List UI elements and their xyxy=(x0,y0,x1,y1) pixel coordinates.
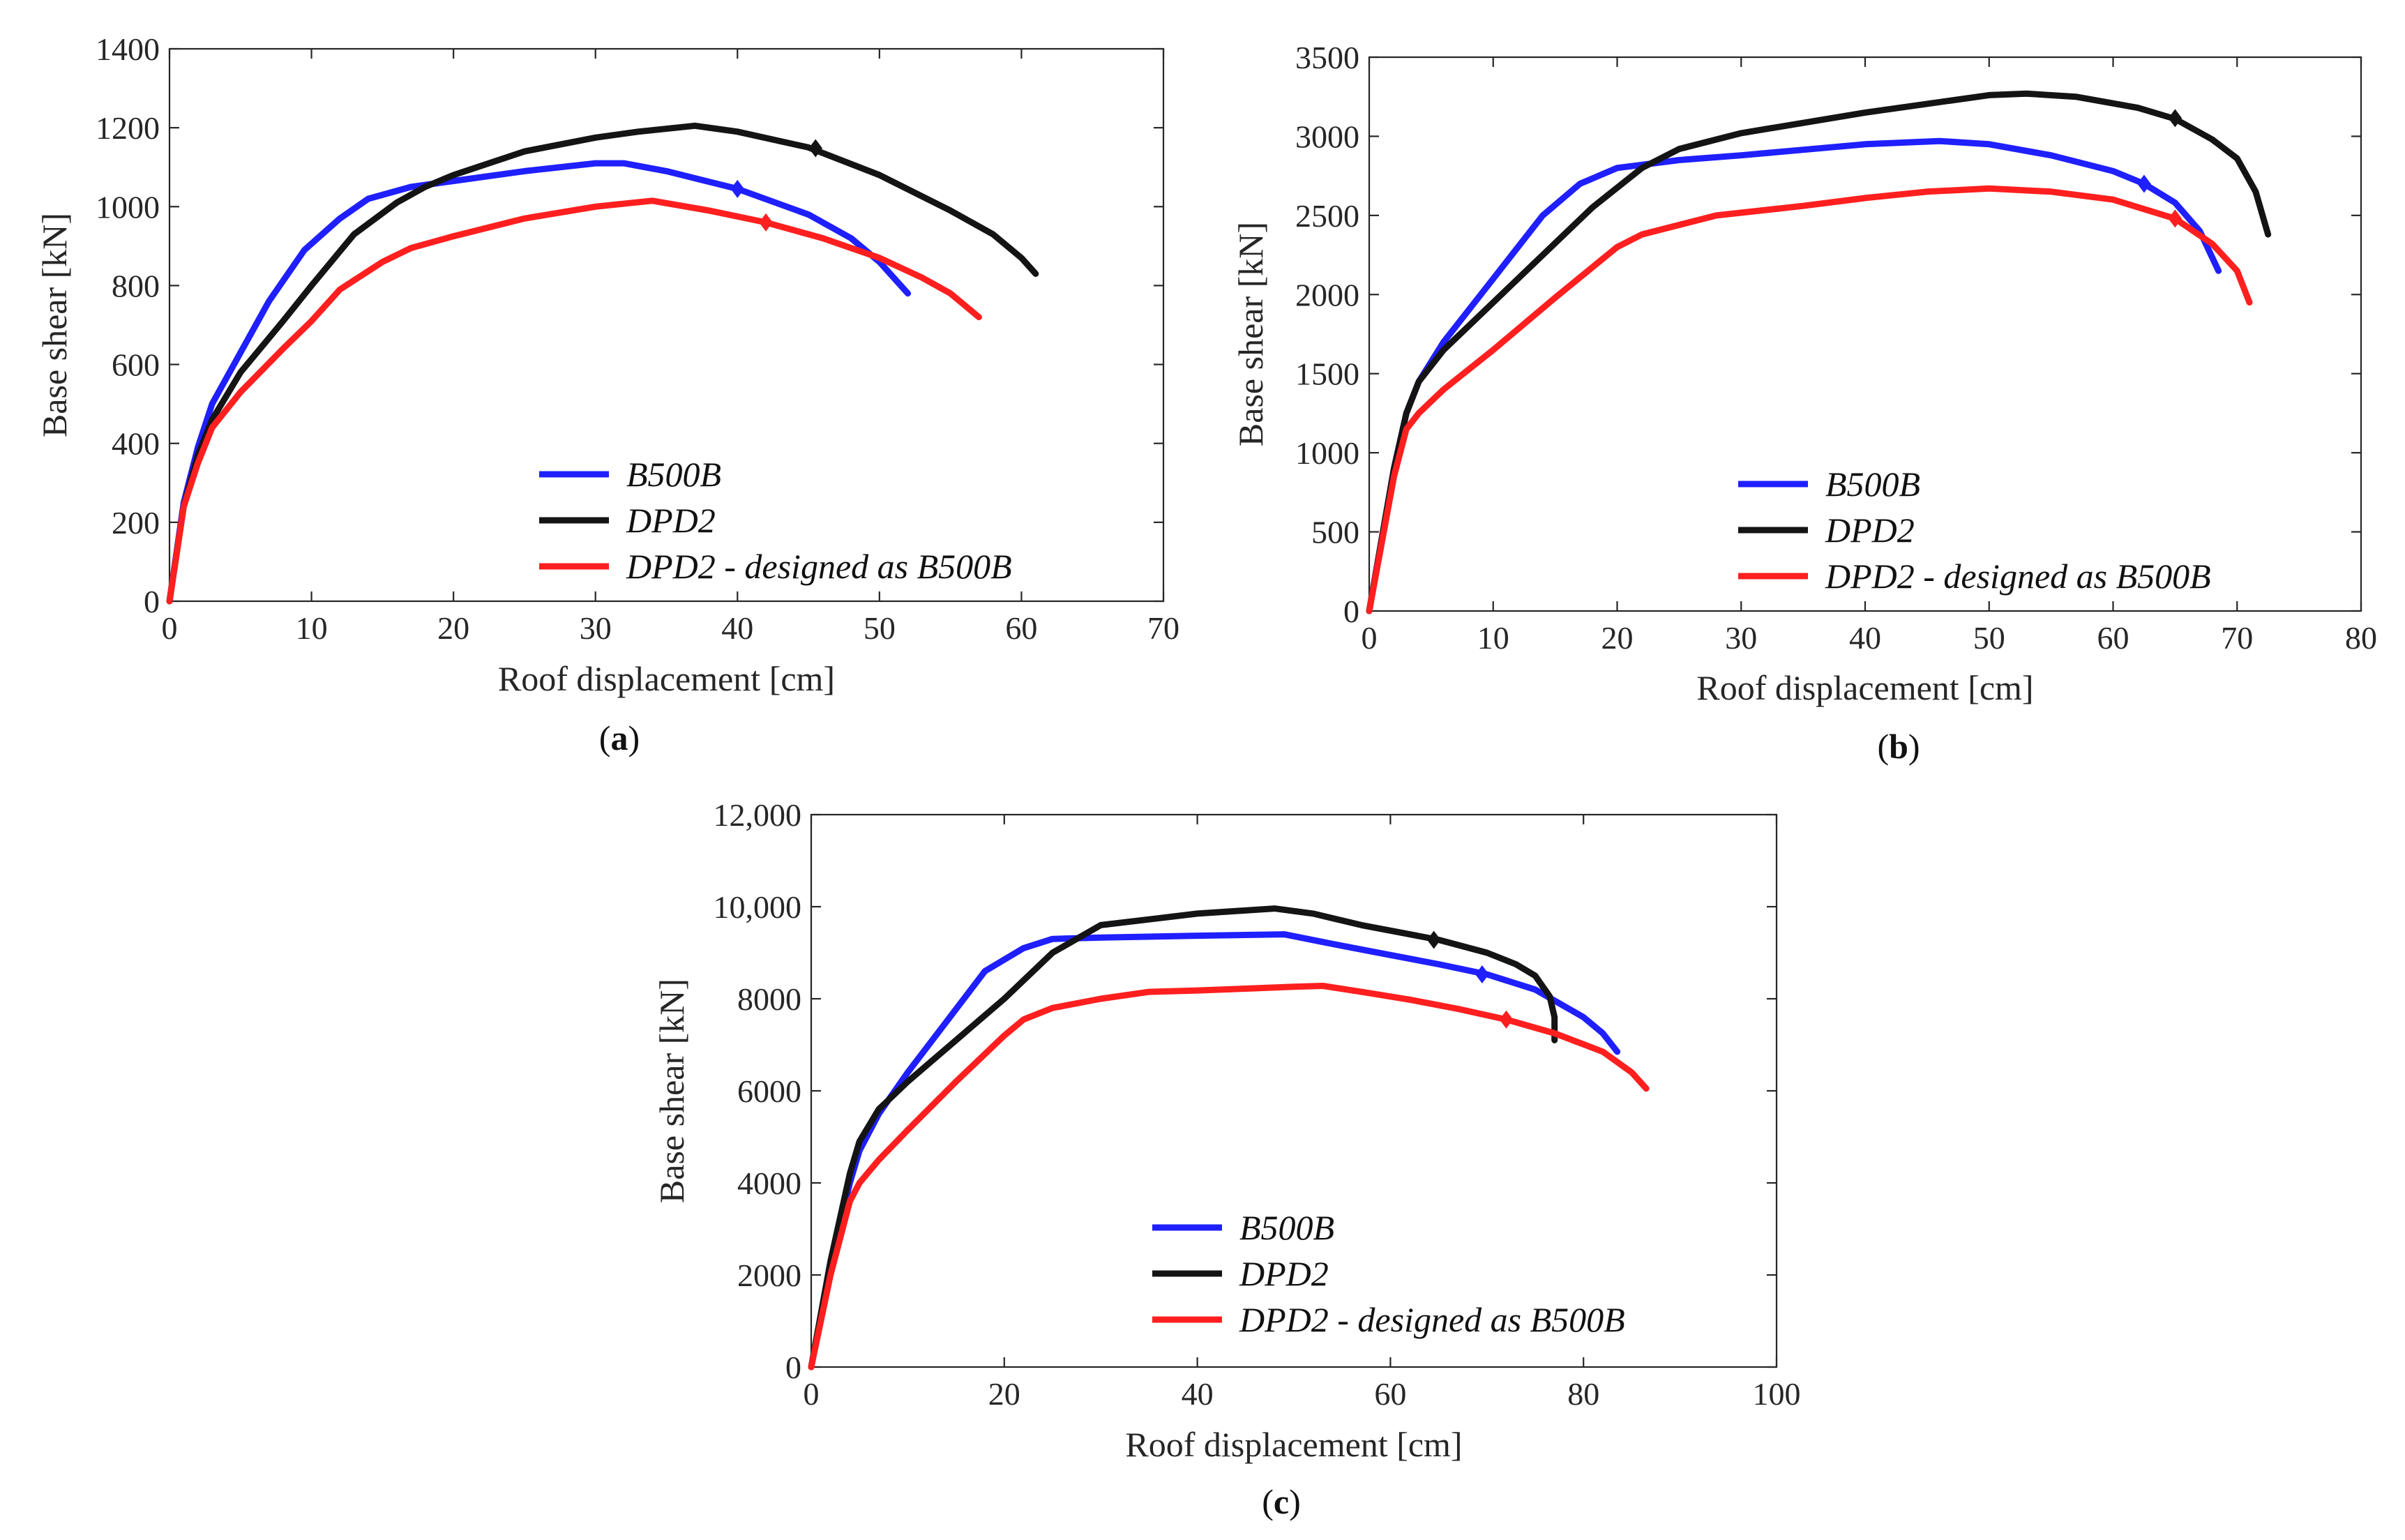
marker-dpd2 xyxy=(1426,930,1441,949)
x-axis-label: Roof displacement [cm] xyxy=(498,659,835,698)
y-tick-label: 1400 xyxy=(96,31,160,67)
y-tick-label: 12,000 xyxy=(714,797,802,833)
x-tick-label: 70 xyxy=(2221,620,2253,656)
panel-caption: (b) xyxy=(1877,727,1920,766)
legend-label-dpd2: DPD2 xyxy=(1825,511,1915,550)
x-tick-label: 70 xyxy=(1147,610,1179,646)
series-line-dpd2 xyxy=(808,905,1558,1371)
y-tick-label: 0 xyxy=(144,584,160,619)
x-tick-label: 50 xyxy=(864,610,896,646)
y-tick-label: 6000 xyxy=(737,1073,801,1109)
y-tick-label: 200 xyxy=(112,505,160,541)
y-axis-label: Base shear [kN] xyxy=(652,979,691,1203)
x-tick-label: 20 xyxy=(988,1376,1020,1412)
panel-caption: (c) xyxy=(1262,1482,1301,1521)
x-tick-label: 0 xyxy=(1362,620,1378,656)
legend-label-dpd2: DPD2 xyxy=(626,501,716,540)
x-axis-label: Roof displacement [cm] xyxy=(1696,668,2033,707)
legend-label-dpd2-designed-as-b500b: DPD2 - designed as B500B xyxy=(626,547,1012,586)
y-tick-label: 3500 xyxy=(1295,40,1359,75)
series-line-dpd2-designed-as-b500b xyxy=(1366,185,2253,614)
y-tick-label: 1500 xyxy=(1295,356,1359,392)
x-tick-label: 80 xyxy=(1567,1376,1599,1412)
x-tick-label: 30 xyxy=(580,610,612,646)
y-axis-label: Base shear [kN] xyxy=(1231,222,1270,446)
x-tick-label: 40 xyxy=(721,610,753,646)
x-axis-label: Roof displacement [cm] xyxy=(1125,1425,1462,1464)
x-tick-label: 60 xyxy=(2097,620,2129,656)
legend-label-dpd2-designed-as-b500b: DPD2 - designed as B500B xyxy=(1239,1300,1625,1339)
x-tick-label: 80 xyxy=(2345,620,2377,656)
series-line-b500b xyxy=(1366,137,2222,614)
x-tick-label: 10 xyxy=(1477,620,1509,656)
x-tick-label: 20 xyxy=(1601,620,1634,656)
plot-frame xyxy=(168,47,1165,603)
legend-label-b500b: B500B xyxy=(1239,1208,1334,1247)
series-line-dpd2-designed-as-b500b xyxy=(166,197,982,605)
series-line-dpd2 xyxy=(166,122,1039,605)
x-tick-label: 100 xyxy=(1753,1376,1801,1412)
y-tick-label: 2500 xyxy=(1295,198,1359,234)
y-tick-label: 10,000 xyxy=(714,889,802,925)
x-tick-label: 60 xyxy=(1374,1376,1406,1412)
y-tick-label: 600 xyxy=(112,347,160,383)
marker-dpd2-designed-as-b500b xyxy=(2168,209,2182,228)
panel-a-chart: 0 10 20 30 40 50 60 70 0 200 400 600 800 1000 1200 1400… xyxy=(35,31,1179,757)
panel-caption: (a) xyxy=(599,718,640,757)
y-tick-label: 800 xyxy=(112,268,160,303)
x-tick-label: 40 xyxy=(1849,620,1881,656)
marker-dpd2 xyxy=(808,139,822,158)
x-tick-label: 50 xyxy=(1973,620,2005,656)
y-tick-label: 0 xyxy=(785,1350,801,1385)
marker-dpd2 xyxy=(2168,109,2182,128)
y-tick-label: 8000 xyxy=(737,981,801,1017)
x-tick-label: 40 xyxy=(1182,1376,1214,1412)
y-tick-label: 500 xyxy=(1311,515,1359,550)
series-line-dpd2-designed-as-b500b xyxy=(808,983,1650,1371)
legend-label-b500b: B500B xyxy=(626,455,721,494)
marker-b500b xyxy=(2137,174,2151,193)
panel-c-chart: 0 20 40 60 80 100 0 2000 4000 6000 8000 10,000 12,00… xyxy=(652,797,1801,1521)
marker-b500b xyxy=(1475,965,1489,984)
legend-label-dpd2: DPD2 xyxy=(1239,1254,1329,1293)
y-tick-label: 4000 xyxy=(737,1165,801,1201)
y-tick-label: 0 xyxy=(1343,594,1359,629)
legend-label-dpd2-designed-as-b500b: DPD2 - designed as B500B xyxy=(1825,557,2211,596)
y-tick-label: 1000 xyxy=(96,189,160,225)
y-tick-label: 2000 xyxy=(1295,277,1359,312)
panel-b-chart: 0 10 20 30 40 50 60 70 80 0 500 1000 1500 2000 2500 300… xyxy=(1231,40,2377,766)
marker-dpd2-designed-as-b500b xyxy=(759,213,773,232)
marker-dpd2-designed-as-b500b xyxy=(1499,1010,1514,1029)
x-tick-label: 20 xyxy=(437,610,469,646)
y-tick-label: 2000 xyxy=(737,1258,801,1293)
series-line-b500b xyxy=(808,931,1621,1371)
series-line-dpd2 xyxy=(1366,90,2272,614)
y-tick-label: 400 xyxy=(112,426,160,462)
x-tick-label: 0 xyxy=(804,1376,820,1412)
y-tick-label: 1200 xyxy=(96,110,160,146)
marker-b500b xyxy=(730,179,745,198)
legend-label-b500b: B500B xyxy=(1825,465,1920,504)
y-axis-label: Base shear [kN] xyxy=(35,213,74,437)
y-tick-label: 3000 xyxy=(1295,119,1359,154)
x-tick-label: 10 xyxy=(296,610,328,646)
y-tick-label: 1000 xyxy=(1295,435,1359,471)
x-tick-label: 30 xyxy=(1725,620,1757,656)
x-tick-label: 0 xyxy=(162,610,178,646)
x-tick-label: 60 xyxy=(1005,610,1037,646)
